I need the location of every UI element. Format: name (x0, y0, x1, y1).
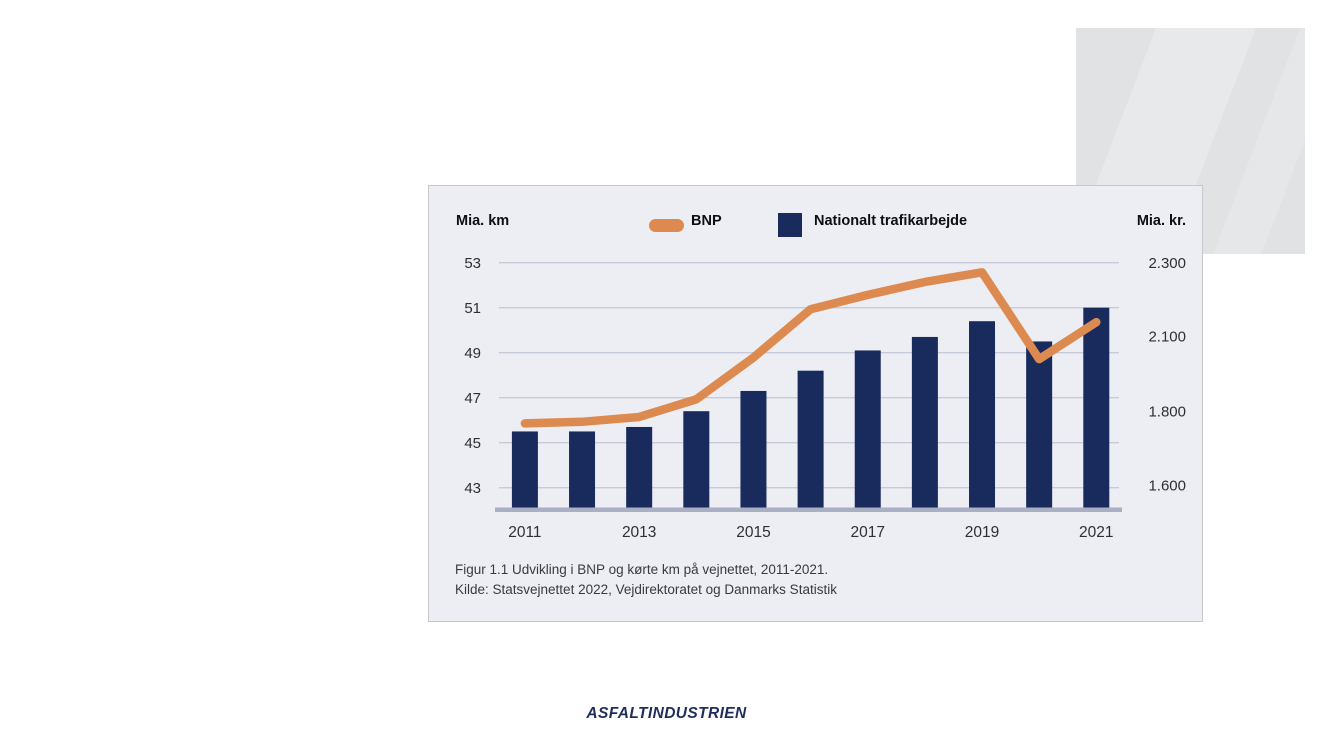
caption-line2: Kilde: Statsvejnettet 2022, Vejdirektora… (455, 581, 837, 597)
bar-2021 (1083, 307, 1110, 511)
caption-line1: Figur 1.1 Udvikling i BNP og kørte km på… (455, 562, 829, 577)
bar-2016 (797, 370, 824, 511)
bar-2011 (511, 431, 538, 511)
left-axis-tick: 45 (464, 435, 481, 452)
bar-2018 (911, 336, 938, 511)
left-axis-tick: 49 (464, 345, 481, 362)
left-axis-tick: 51 (464, 300, 481, 317)
bnp-line (520, 268, 1101, 428)
figure-caption: Figur 1.1 Udvikling i BNP og kørte km på… (455, 560, 837, 599)
bar-2020 (1026, 341, 1053, 511)
trafikarbejde-bar-swatch (778, 213, 802, 237)
x-axis-label: 2011 (508, 524, 541, 541)
right-axis-tick: 1.600 (1148, 478, 1186, 495)
bar-2019 (969, 321, 996, 511)
right-axis-tick: 2.300 (1148, 255, 1186, 272)
x-axis-label: 2019 (965, 524, 999, 541)
bar-2015 (740, 390, 767, 511)
bar-2014 (683, 411, 710, 511)
legend-label-trafikarbejde: Nationalt trafikarbejde (814, 213, 968, 229)
x-axis-label: 2021 (1079, 524, 1113, 541)
left-axis-tick: 53 (464, 255, 481, 272)
legend-label-bnp: BNP (691, 213, 722, 229)
bar-2013 (626, 426, 653, 511)
left-axis-tick: 47 (464, 390, 481, 407)
left-axis-title: Mia. km (456, 213, 510, 229)
bnp-line-swatch (649, 219, 684, 232)
right-axis-tick: 2.100 (1148, 329, 1186, 346)
bar-2012 (569, 431, 596, 511)
x-axis-label: 2017 (850, 524, 884, 541)
asfaltindustrien-logo: ASFALTINDUSTRIEN (586, 705, 747, 722)
chart-panel: 53 51 49 47 45 43 2.300 2.100 1.800 1.600 2011 2013… (428, 185, 1203, 622)
right-axis-title: Mia. kr. (1136, 213, 1186, 229)
chart-plot: 53 51 49 47 45 43 2.300 2.100 1.800 1.600 2011 2013… (464, 255, 1186, 541)
bar-2017 (854, 350, 881, 511)
x-axis-label: 2015 (736, 524, 770, 541)
left-axis-tick: 43 (464, 480, 481, 497)
right-axis-tick: 1.800 (1148, 404, 1186, 421)
x-axis-baseline (495, 507, 1122, 512)
x-axis-label: 2013 (622, 524, 656, 541)
